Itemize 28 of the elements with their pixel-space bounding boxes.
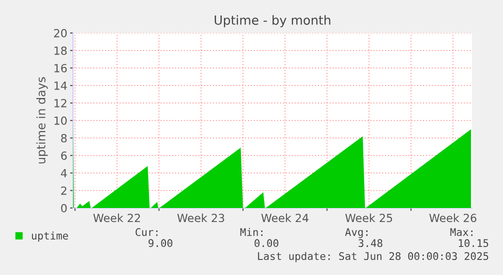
y-tick-label: 14 (54, 82, 67, 90)
text: 3.48 (358, 239, 382, 248)
y-tick-label: 20 (54, 28, 67, 38)
x-tick-label: Week 23 (177, 214, 224, 222)
text: 0.00 (254, 239, 278, 248)
text: Avg: (345, 228, 368, 238)
y-tick-label: 4 (60, 169, 67, 178)
text: Max: (450, 228, 472, 236)
text: 10.15 (458, 239, 488, 248)
x-tick-label: Week 26 (429, 214, 476, 222)
y-tick-label: 10 (54, 116, 67, 125)
y-axis-title: uptime in days (36, 77, 48, 164)
chart-title: Uptime - by month (214, 15, 330, 28)
y-tick-label: 2 (61, 186, 66, 195)
y-tick-label: 8 (61, 134, 67, 142)
text: Cur: (136, 228, 158, 236)
y-tick-label: 18 (54, 46, 67, 55)
text: Min: (240, 228, 262, 236)
y-tick-label: 6 (61, 151, 67, 160)
text: Last update: Sat Jun 28 00:00:03 2025 (258, 252, 488, 262)
y-tick-label: 12 (54, 98, 66, 108)
x-tick-label: Week 25 (345, 214, 392, 222)
legend-label: uptime (32, 232, 68, 242)
x-tick-label: Week 24 (261, 214, 308, 222)
x-tick-label: Week 22 (93, 214, 140, 222)
y-tick-label: 0 (61, 204, 67, 212)
y-tick-label: 16 (54, 64, 67, 72)
text: 9.00 (148, 239, 172, 248)
